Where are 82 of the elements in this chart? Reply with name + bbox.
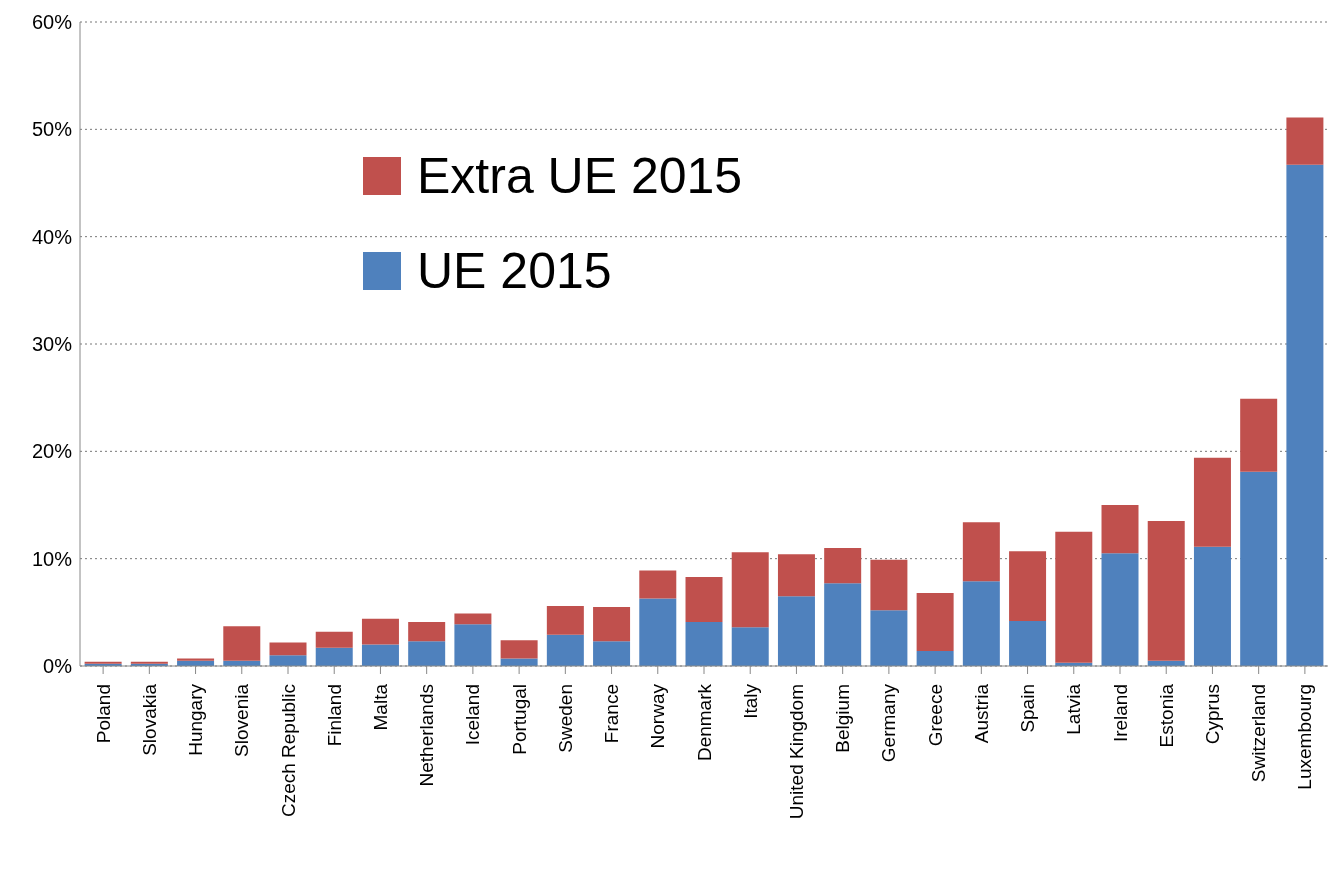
x-tick-label: Cyprus: [1201, 684, 1223, 745]
x-tick-label: France: [601, 684, 623, 744]
x-tick-label: Slovakia: [138, 683, 160, 756]
bar: [408, 621, 446, 642]
bar: [593, 606, 631, 642]
x-tick-label: Ireland: [1109, 684, 1131, 743]
bar: [731, 552, 769, 628]
bar: [731, 627, 769, 666]
x-tick-label: Finland: [323, 684, 345, 747]
bar: [1286, 164, 1324, 666]
bar: [1193, 457, 1231, 547]
bar: [824, 583, 862, 666]
y-tick-label: 30%: [31, 333, 73, 356]
x-tick-label: Switzerland: [1248, 684, 1270, 783]
bar: [454, 613, 492, 625]
bar: [639, 570, 677, 599]
bar: [1009, 620, 1047, 666]
bar: [593, 641, 631, 666]
bar: [962, 581, 1000, 666]
bar: [1240, 398, 1278, 472]
bar: [177, 658, 215, 661]
bar: [269, 655, 307, 666]
bar: [639, 598, 677, 666]
bar: [685, 576, 723, 622]
bar: [546, 634, 584, 666]
bar: [870, 559, 908, 611]
x-tick-label: Denmark: [693, 683, 715, 762]
x-tick-label: United Kingdom: [785, 684, 807, 820]
bar: [824, 547, 862, 584]
bar: [1009, 551, 1047, 621]
bar: [1147, 521, 1185, 661]
x-tick-label: Greece: [924, 684, 946, 747]
x-tick-label: Malta: [369, 683, 391, 731]
bar: [685, 621, 723, 666]
x-tick-label: Poland: [92, 684, 114, 744]
bar: [408, 641, 446, 666]
bar: [777, 596, 815, 666]
x-tick-label: Spain: [1017, 684, 1039, 733]
bar: [916, 650, 954, 666]
y-tick-label: 60%: [31, 11, 73, 34]
x-tick-label: Italy: [739, 683, 761, 719]
bar: [916, 593, 954, 651]
x-tick-label: Belgium: [832, 684, 854, 753]
bar: [546, 605, 584, 635]
x-tick-label: Slovenia: [231, 683, 253, 757]
bar: [361, 644, 399, 666]
bar: [1101, 505, 1139, 554]
y-tick-label: 50%: [31, 118, 73, 141]
bar: [500, 640, 538, 659]
legend-label: Extra UE 2015: [417, 146, 743, 205]
legend-label: UE 2015: [417, 241, 612, 300]
y-tick-label: 0%: [43, 655, 73, 678]
bar: [870, 610, 908, 666]
x-tick-label: Iceland: [462, 684, 484, 746]
x-tick-label: Hungary: [185, 683, 207, 756]
bar: [777, 554, 815, 597]
bar: [1101, 553, 1139, 666]
y-tick-label: 10%: [31, 547, 73, 570]
x-tick-label: Portugal: [508, 684, 530, 755]
bar: [361, 618, 399, 645]
x-tick-label: Estonia: [1155, 683, 1177, 748]
bar: [1286, 117, 1324, 165]
bar: [962, 522, 1000, 582]
x-tick-label: Sweden: [554, 684, 576, 753]
bar: [315, 631, 353, 648]
bar: [1193, 546, 1231, 666]
bar: [223, 626, 261, 661]
bar: [315, 647, 353, 666]
bar: [454, 624, 492, 666]
bar: [500, 658, 538, 666]
y-tick-label: 20%: [31, 440, 73, 463]
x-tick-label: Netherlands: [416, 684, 438, 787]
y-tick-label: 40%: [31, 225, 73, 248]
bar: [1055, 531, 1093, 663]
x-tick-label: Austria: [970, 683, 992, 744]
x-tick-label: Luxembourg: [1294, 684, 1316, 790]
bar: [269, 642, 307, 656]
x-tick-label: Czech Republic: [277, 684, 299, 818]
x-tick-label: Latvia: [1063, 683, 1085, 735]
x-tick-label: Norway: [647, 683, 669, 749]
bar: [1240, 471, 1278, 666]
x-tick-label: Germany: [878, 683, 900, 763]
